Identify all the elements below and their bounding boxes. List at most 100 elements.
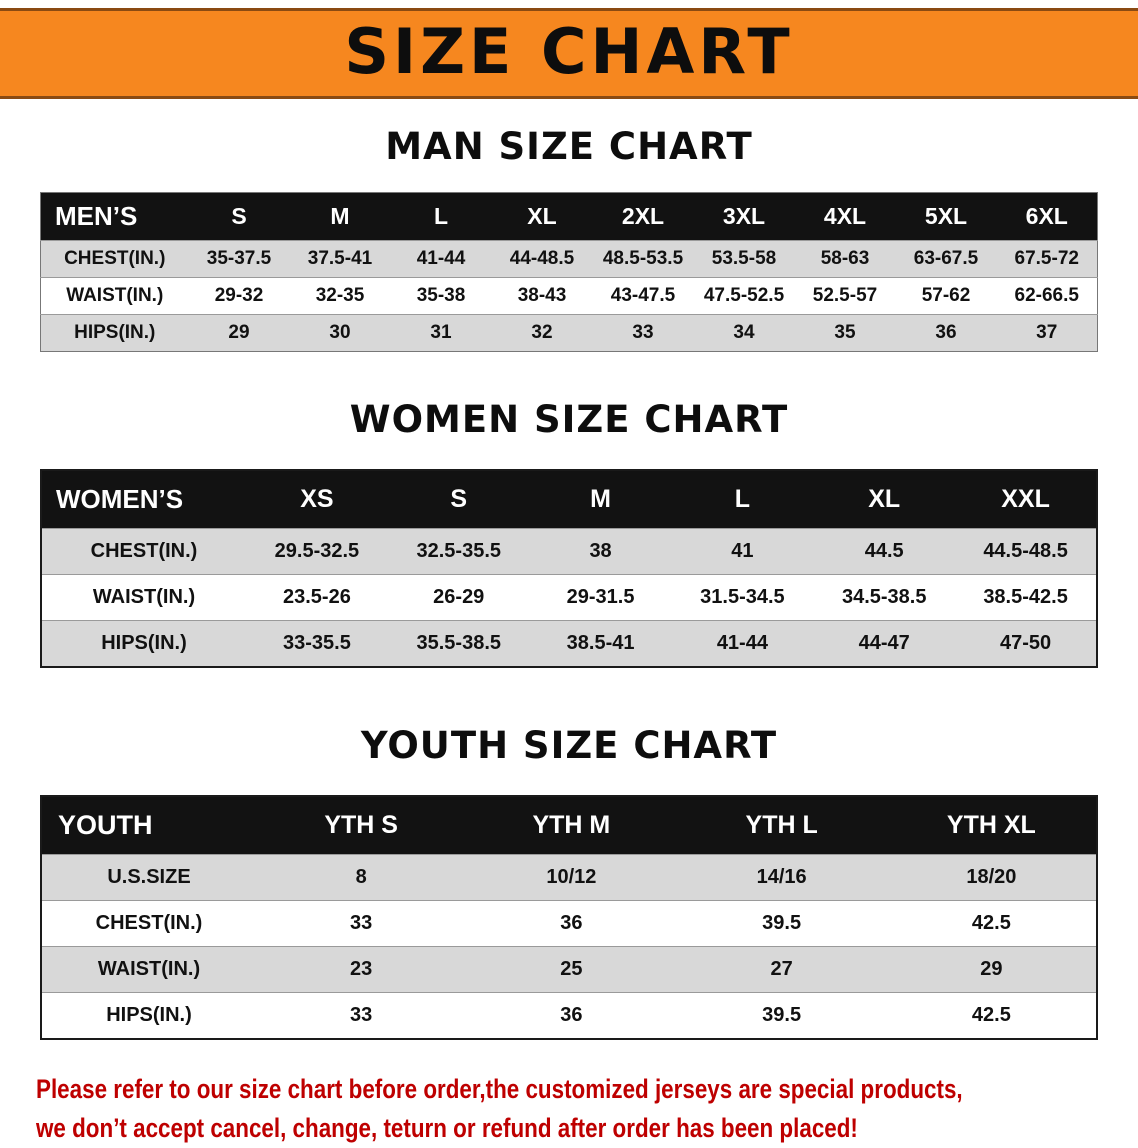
size-column-header: XS [246, 470, 388, 529]
notice-line-1: Please refer to our size chart before or… [36, 1074, 963, 1104]
size-column-header: L [671, 470, 814, 529]
size-value-cell: 35-38 [390, 277, 492, 315]
size-column-header: YTH XL [886, 796, 1097, 855]
size-column-header: YTH L [676, 796, 887, 855]
women-chart-heading: WOMEN SIZE CHART [349, 398, 789, 441]
size-value-cell: 42.5 [886, 900, 1097, 947]
page-title: SIZE CHART [344, 15, 794, 88]
size-value-cell: 8 [256, 854, 467, 901]
size-value-cell: 33-35.5 [246, 620, 388, 667]
table-row-group-label: YOUTH [41, 796, 256, 855]
size-value-cell: 32.5-35.5 [387, 528, 530, 575]
size-column-header: XL [491, 192, 593, 241]
size-value-cell: 57-62 [895, 277, 997, 315]
youth-chart-heading: YOUTH SIZE CHART [360, 724, 778, 767]
table-row: CHEST(IN.) 33 36 39.5 42.5 [41, 900, 1097, 947]
size-value-cell: 67.5-72 [996, 240, 1098, 278]
size-column-header: L [390, 192, 492, 241]
table-row-group-label: WOMEN’S [41, 470, 246, 529]
measure-label-cell: HIPS(IN.) [41, 992, 256, 1039]
size-value-cell: 31.5-34.5 [671, 574, 814, 621]
measure-label-cell: WAIST(IN.) [41, 574, 246, 621]
measure-label-cell: WAIST(IN.) [41, 946, 256, 993]
size-column-header: YTH S [256, 796, 467, 855]
size-value-cell: 29.5-32.5 [246, 528, 388, 575]
size-column-header: 3XL [693, 192, 795, 241]
size-value-cell: 31 [390, 314, 492, 352]
size-value-cell: 44.5-48.5 [955, 528, 1097, 575]
size-value-cell: 34 [693, 314, 795, 352]
size-value-cell: 10/12 [466, 854, 677, 901]
size-value-cell: 48.5-53.5 [592, 240, 694, 278]
size-value-cell: 35 [794, 314, 896, 352]
size-column-header: 2XL [592, 192, 694, 241]
size-value-cell: 35-37.5 [188, 240, 290, 278]
table-row: WAIST(IN.) 23.5-26 26-29 29-31.5 31.5-34.5 34… [41, 574, 1097, 621]
table-row: HIPS(IN.) 33 36 39.5 42.5 [41, 992, 1097, 1039]
table-row-group-label: MEN’S [40, 192, 189, 241]
women-size-section: WOMEN SIZE CHART WOMEN’S XS S M L XL XXL CHEST(… [0, 398, 1138, 668]
size-value-cell: 29-32 [188, 277, 290, 315]
size-value-cell: 37 [996, 314, 1098, 352]
size-value-cell: 35.5-38.5 [387, 620, 530, 667]
men-size-table: MEN’S S M L XL 2XL 3XL 4XL 5XL 6XL CHEST(IN.) 35-37… [40, 192, 1098, 352]
men-size-section: MAN SIZE CHART MEN’S S M L XL 2XL 3XL 4XL 5XL 6XL… [0, 125, 1138, 352]
size-value-cell: 38.5-41 [529, 620, 672, 667]
size-column-header: S [387, 470, 530, 529]
size-value-cell: 44-47 [813, 620, 956, 667]
size-value-cell: 33 [256, 992, 467, 1039]
size-value-cell: 39.5 [676, 992, 887, 1039]
size-column-header: M [529, 470, 672, 529]
size-value-cell: 36 [466, 992, 677, 1039]
size-value-cell: 32-35 [289, 277, 391, 315]
size-value-cell: 58-63 [794, 240, 896, 278]
men-chart-heading: MAN SIZE CHART [385, 125, 753, 168]
size-column-header: XXL [955, 470, 1097, 529]
size-value-cell: 42.5 [886, 992, 1097, 1039]
measure-label-cell: CHEST(IN.) [40, 240, 189, 278]
size-value-cell: 26-29 [387, 574, 530, 621]
size-value-cell: 36 [466, 900, 677, 947]
size-value-cell: 37.5-41 [289, 240, 391, 278]
youth-size-section: YOUTH SIZE CHART YOUTH YTH S YTH M YTH L YTH… [0, 724, 1138, 1040]
size-value-cell: 43-47.5 [592, 277, 694, 315]
size-value-cell: 23 [256, 946, 467, 993]
size-column-header: 4XL [794, 192, 896, 241]
size-value-cell: 52.5-57 [794, 277, 896, 315]
table-row: CHEST(IN.) 29.5-32.5 32.5-35.5 38 41 44.5 44.5… [41, 528, 1097, 575]
size-value-cell: 27 [676, 946, 887, 993]
size-value-cell: 38-43 [491, 277, 593, 315]
size-value-cell: 41-44 [390, 240, 492, 278]
size-column-header: M [289, 192, 391, 241]
size-value-cell: 18/20 [886, 854, 1097, 901]
women-size-table: WOMEN’S XS S M L XL XXL CHEST(IN.) 29.5-32.5 32.5… [40, 469, 1098, 668]
measure-label-cell: HIPS(IN.) [40, 314, 189, 352]
order-notice: Please refer to our size chart before or… [36, 1070, 1138, 1148]
size-value-cell: 34.5-38.5 [813, 574, 956, 621]
size-value-cell: 41-44 [671, 620, 814, 667]
size-value-cell: 23.5-26 [246, 574, 388, 621]
size-value-cell: 38.5-42.5 [955, 574, 1097, 621]
size-value-cell: 47.5-52.5 [693, 277, 795, 315]
size-value-cell: 44.5 [813, 528, 956, 575]
size-column-header: 5XL [895, 192, 997, 241]
size-chart-banner: SIZE CHART [0, 8, 1138, 99]
size-value-cell: 63-67.5 [895, 240, 997, 278]
size-value-cell: 41 [671, 528, 814, 575]
size-value-cell: 47-50 [955, 620, 1097, 667]
size-value-cell: 32 [491, 314, 593, 352]
size-value-cell: 33 [256, 900, 467, 947]
table-row: CHEST(IN.) 35-37.5 37.5-41 41-44 44-48.5 48.5… [40, 240, 1098, 278]
notice-line-2: we don’t accept cancel, change, teturn o… [36, 1113, 858, 1144]
size-column-header: 6XL [996, 192, 1098, 241]
size-value-cell: 36 [895, 314, 997, 352]
measure-label-cell: CHEST(IN.) [41, 528, 246, 575]
measure-label-cell: HIPS(IN.) [41, 620, 246, 667]
measure-label-cell: U.S.SIZE [41, 854, 256, 901]
size-value-cell: 62-66.5 [996, 277, 1098, 315]
size-column-header: S [188, 192, 290, 241]
size-value-cell: 38 [529, 528, 672, 575]
youth-size-table: YOUTH YTH S YTH M YTH L YTH XL U.S.SIZE 8 10/12… [40, 795, 1098, 1040]
size-value-cell: 33 [592, 314, 694, 352]
size-chart-page: SIZE CHART MAN SIZE CHART MEN’S S M L XL 2XL 3… [0, 8, 1138, 1143]
